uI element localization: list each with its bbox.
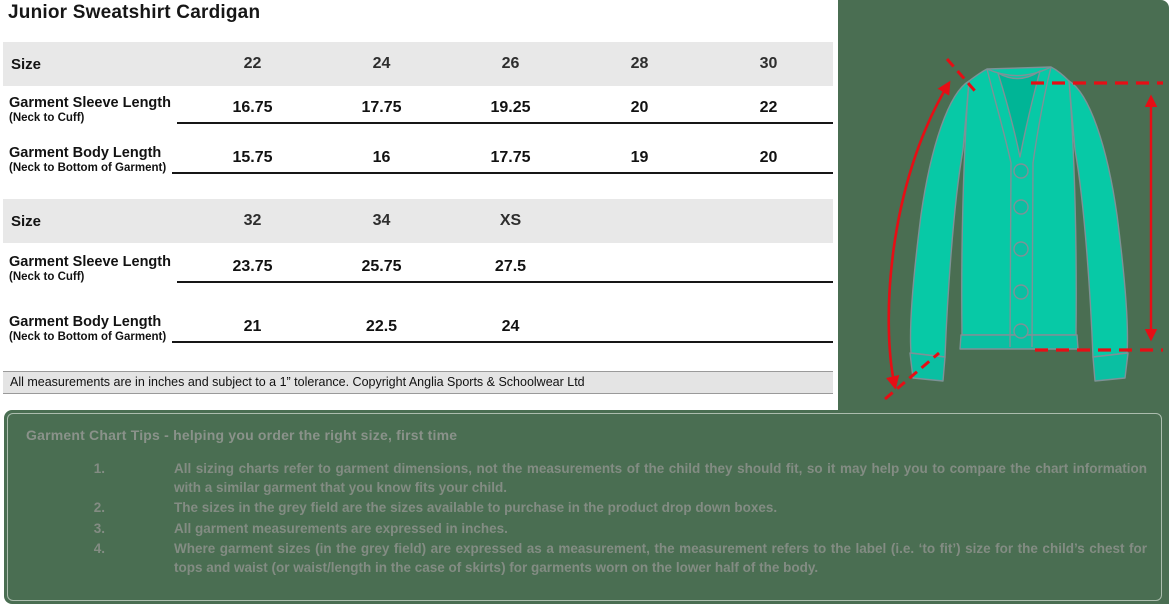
row-label: Garment Body Length (Neck to Bottom of G… <box>9 314 167 343</box>
cuff-tick <box>884 351 940 401</box>
size-header-label: Size <box>11 212 42 230</box>
measurements-footnote: All measurements are in inches and subje… <box>3 371 833 394</box>
row-label: Garment Sleeve Length (Neck to Cuff) <box>9 95 171 124</box>
garment-chart-tips-box: Garment Chart Tips - helping you order t… <box>4 410 1165 604</box>
tip-text: The sizes in the grey field are the size… <box>174 500 778 515</box>
size-header-row-2: Size 32 34 XS <box>3 199 833 243</box>
row-label: Garment Sleeve Length (Neck to Cuff) <box>9 254 171 283</box>
size-value: 30 <box>759 55 778 72</box>
table-row-body-length-2: Garment Body Length (Neck to Bottom of G… <box>3 303 833 347</box>
tip-text: All garment measurements are expressed i… <box>174 520 508 536</box>
row-label: Garment Body Length (Neck to Bottom of G… <box>9 145 167 174</box>
size-value: 26 <box>501 55 520 72</box>
table-row-sleeve-length-2: Garment Sleeve Length (Neck to Cuff) 23.… <box>3 245 833 287</box>
list-item: 1. All sizing charts refer to garment di… <box>4 460 1147 497</box>
shoulder-tick <box>945 58 977 92</box>
size-value: XS <box>499 212 522 229</box>
table-row-sleeve-length-1: Garment Sleeve Length (Neck to Cuff) 16.… <box>3 86 833 128</box>
size-value: 32 <box>243 212 262 229</box>
row-underline <box>172 341 833 343</box>
tip-number: 1. <box>93 461 105 476</box>
size-header-row-1: Size 22 24 26 28 30 <box>3 42 833 86</box>
size-value: 28 <box>630 55 649 72</box>
row-underline <box>176 122 833 124</box>
size-value: 24 <box>372 55 391 72</box>
cardigan-measurement-diagram-icon <box>884 58 1163 401</box>
list-item: 2. The sizes in the grey field are the s… <box>4 499 1147 518</box>
size-value: 22 <box>243 55 262 72</box>
page-title: Junior Sweatshirt Cardigan <box>8 2 261 23</box>
tip-text: All sizing charts refer to garment dimen… <box>174 461 1147 495</box>
table-row-body-length-1: Garment Body Length (Neck to Bottom of G… <box>3 136 833 178</box>
tip-text: Where garment sizes (in the grey field) … <box>174 541 1147 575</box>
measurement-arrows <box>884 58 1163 401</box>
row-underline <box>172 172 833 174</box>
tip-number: 4. <box>93 541 105 556</box>
tips-list: 1. All sizing charts refer to garment di… <box>4 460 1147 579</box>
tips-title: Garment Chart Tips - helping you order t… <box>26 427 458 443</box>
tip-number: 2. <box>93 500 105 515</box>
sleeve-length-arrow <box>886 80 951 390</box>
cardigan-shape <box>909 66 1129 382</box>
tip-number: 3. <box>93 520 105 536</box>
list-item: 4. Where garment sizes (in the grey fiel… <box>4 540 1147 577</box>
row-underline <box>176 281 833 283</box>
list-item: 3. All garment measurements are expresse… <box>4 520 1147 539</box>
size-value: 34 <box>372 212 391 229</box>
size-header-label: Size <box>11 55 42 73</box>
